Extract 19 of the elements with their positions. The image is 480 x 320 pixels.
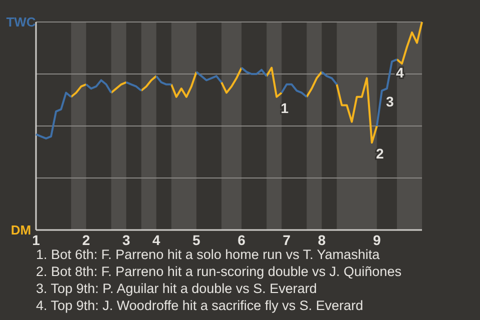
annotation: 2: [376, 146, 384, 162]
annotation: 4: [396, 64, 404, 81]
text: 1. Bot 6th: F. Parreno hit a solo home run vs T. Yamashita: [36, 247, 380, 262]
text: 2. Bot 8th: F. Parreno hit a run-scoring double vs J. Quiñones: [36, 264, 402, 279]
text: 3. Top 9th: P. Aguilar hit a double vs S. Everard: [36, 281, 317, 296]
x-tick-label: 5: [192, 232, 201, 248]
annotation: 1: [280, 100, 289, 116]
x-tick-label: 4: [152, 232, 160, 248]
x-tick-label: 8: [318, 232, 326, 248]
x-tick-label: 1: [32, 232, 40, 248]
text: DM: [10, 222, 32, 238]
x-tick-label: 9: [372, 232, 381, 248]
x-tick-label: 7: [282, 232, 291, 248]
x-tick-label: 3: [122, 232, 130, 248]
x-tick-label: 2: [82, 232, 90, 248]
annotation: 3: [386, 94, 394, 110]
text: 4. Top 9th: J. Woodroffe hit a sacrifice fly vs S. Everard: [36, 298, 364, 313]
text: TWC: [6, 14, 36, 30]
x-tick-label: 6: [238, 232, 246, 248]
